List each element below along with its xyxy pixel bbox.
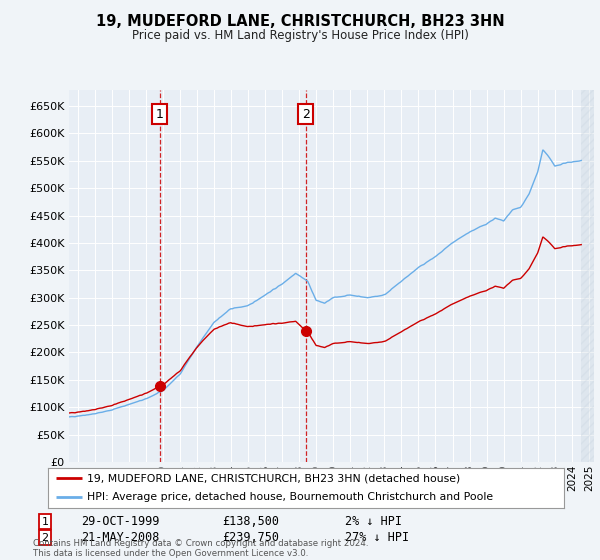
Text: Price paid vs. HM Land Registry's House Price Index (HPI): Price paid vs. HM Land Registry's House …: [131, 29, 469, 42]
Text: 21-MAY-2008: 21-MAY-2008: [81, 531, 160, 544]
Text: 19, MUDEFORD LANE, CHRISTCHURCH, BH23 3HN (detached house): 19, MUDEFORD LANE, CHRISTCHURCH, BH23 3H…: [86, 474, 460, 483]
Text: HPI: Average price, detached house, Bournemouth Christchurch and Poole: HPI: Average price, detached house, Bour…: [86, 492, 493, 502]
Bar: [581, 90, 594, 462]
Text: £138,500: £138,500: [222, 515, 279, 529]
Text: Contains HM Land Registry data © Crown copyright and database right 2024.
This d: Contains HM Land Registry data © Crown c…: [33, 539, 368, 558]
Text: 29-OCT-1999: 29-OCT-1999: [81, 515, 160, 529]
Text: 2: 2: [41, 533, 49, 543]
Text: 1: 1: [41, 517, 49, 527]
Text: 19, MUDEFORD LANE, CHRISTCHURCH, BH23 3HN: 19, MUDEFORD LANE, CHRISTCHURCH, BH23 3H…: [95, 14, 505, 29]
Text: 2% ↓ HPI: 2% ↓ HPI: [345, 515, 402, 529]
Text: 1: 1: [156, 108, 164, 121]
Text: 27% ↓ HPI: 27% ↓ HPI: [345, 531, 409, 544]
Text: 2: 2: [302, 108, 310, 121]
Text: £239,750: £239,750: [222, 531, 279, 544]
